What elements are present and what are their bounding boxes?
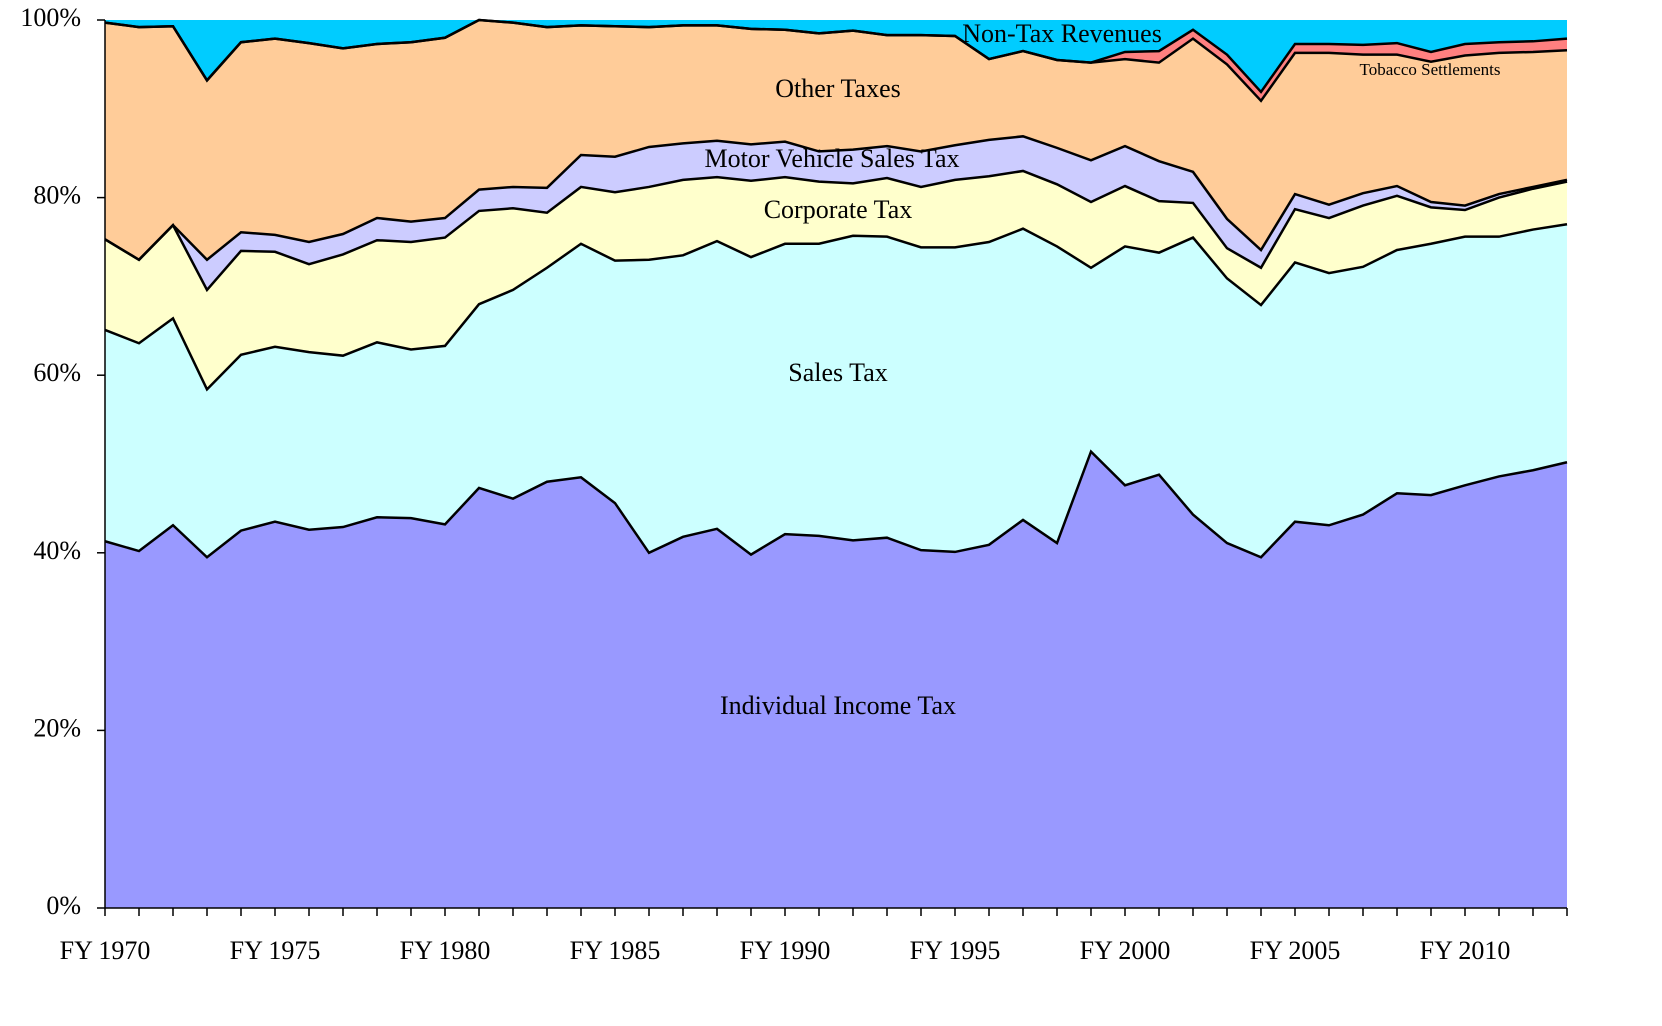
area (105, 20, 1567, 101)
area (105, 224, 1567, 558)
x-tick-label: FY 2010 (1420, 936, 1511, 965)
y-tick-label: 40% (33, 536, 81, 565)
series-label: Sales Tax (788, 358, 888, 387)
area (105, 170, 1567, 390)
area-edge (104, 135, 1568, 262)
x-tick-label: FY 1975 (230, 936, 321, 965)
area-edge (104, 18, 1568, 94)
x-tick-label: FY 1985 (570, 936, 661, 965)
y-tick-label: 100% (20, 3, 81, 32)
x-tick-label: FY 1995 (910, 936, 1001, 965)
series-label: Corporate Tax (764, 195, 913, 224)
area (105, 20, 1567, 92)
series-label: Individual Income Tax (720, 691, 956, 720)
series-label: Tobacco Settlements (1360, 60, 1501, 79)
area (105, 136, 1567, 290)
x-tick-label: FY 1980 (400, 936, 491, 965)
y-tick-label: 20% (33, 713, 81, 742)
area (105, 451, 1567, 908)
series-label: Non-Tax Revenues (962, 19, 1162, 48)
x-tick-label: FY 2005 (1250, 936, 1341, 965)
area (105, 20, 1567, 260)
series-label: Other Taxes (775, 74, 901, 103)
area-edge (104, 223, 1568, 392)
x-tick-label: FY 1990 (740, 936, 831, 965)
series-label: Motor Vehicle Sales Tax (704, 144, 959, 173)
area-edge (104, 169, 1568, 293)
x-tick-label: FY 2000 (1080, 936, 1171, 965)
y-tick-label: 0% (46, 891, 81, 920)
y-tick-label: 60% (33, 358, 81, 387)
y-tick-label: 80% (33, 181, 81, 210)
area-edge (104, 449, 1568, 559)
x-tick-label: FY 1970 (60, 936, 151, 965)
